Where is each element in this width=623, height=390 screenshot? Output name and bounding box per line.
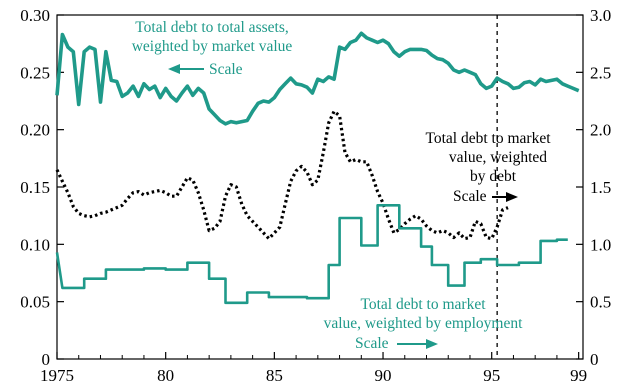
y-left-tick-label: 0.30	[20, 6, 50, 25]
x-tick-label: 85	[266, 366, 283, 385]
y-right-tick-label: 0.5	[590, 293, 611, 312]
series-layer	[55, 31, 580, 305]
x-axis-tick-labels: 1975 80 85 90 95 99	[40, 366, 587, 385]
x-tick-label: 95	[483, 366, 500, 385]
annotation-debt-debt-line1: Total debt to market	[425, 130, 551, 147]
y-left-tick-label: 0.05	[20, 293, 50, 312]
series-debt-assets-line	[55, 31, 580, 126]
plot-frame	[56, 14, 584, 360]
left-arrow-icon	[168, 64, 204, 74]
annotation-debt-assets-line2: weighted by market value	[132, 38, 293, 55]
x-tick-label: 80	[157, 366, 174, 385]
annotation-debt-assets-line1: Total debt to total assets,	[135, 19, 288, 36]
y-left-tick-label: 0	[42, 350, 51, 369]
series-debt-market-by-employment-line	[55, 204, 568, 305]
annotation-debt-employment-scale: Scale	[355, 335, 389, 352]
annotation-debt-debt-scale: Scale	[453, 188, 487, 205]
y-left-tick-label: 0.20	[20, 121, 50, 140]
right-arrow-icon	[492, 192, 518, 202]
y-right-tick-label: 2.0	[590, 121, 611, 140]
series-debt-market-by-debt-line	[55, 109, 509, 241]
x-tick-label: 99	[570, 366, 587, 385]
right-axis-tick-labels: 0 0.5 1.0 1.5 2.0 2.5 3.0	[590, 6, 611, 369]
y-left-tick-label: 0.15	[20, 178, 50, 197]
y-right-tick-label: 3.0	[590, 6, 611, 25]
y-right-tick-label: 2.5	[590, 63, 611, 82]
y-right-tick-label: 0	[590, 350, 599, 369]
y-right-tick-label: 1.5	[590, 178, 611, 197]
annotation-debt-debt-line2: value, weighted	[449, 149, 547, 166]
y-right-tick-label: 1.0	[590, 235, 611, 254]
annotation-debt-debt-line3: by debt	[470, 168, 517, 185]
right-arrow-icon	[397, 339, 438, 349]
y-left-tick-label: 0.25	[20, 63, 50, 82]
annotation-debt-employment-line1: Total debt to market	[360, 296, 486, 313]
x-tick-label: 90	[375, 366, 392, 385]
axis-ticks	[56, 14, 583, 360]
x-tick-label: 1975	[40, 366, 74, 385]
annotation-debt-assets-scale: Scale	[209, 61, 243, 78]
left-axis-tick-labels: 0 0.05 0.10 0.15 0.20 0.25 0.30	[20, 6, 50, 369]
annotation-debt-employment-line2: value, weighted by employment	[324, 315, 524, 332]
y-left-tick-label: 0.10	[20, 235, 50, 254]
